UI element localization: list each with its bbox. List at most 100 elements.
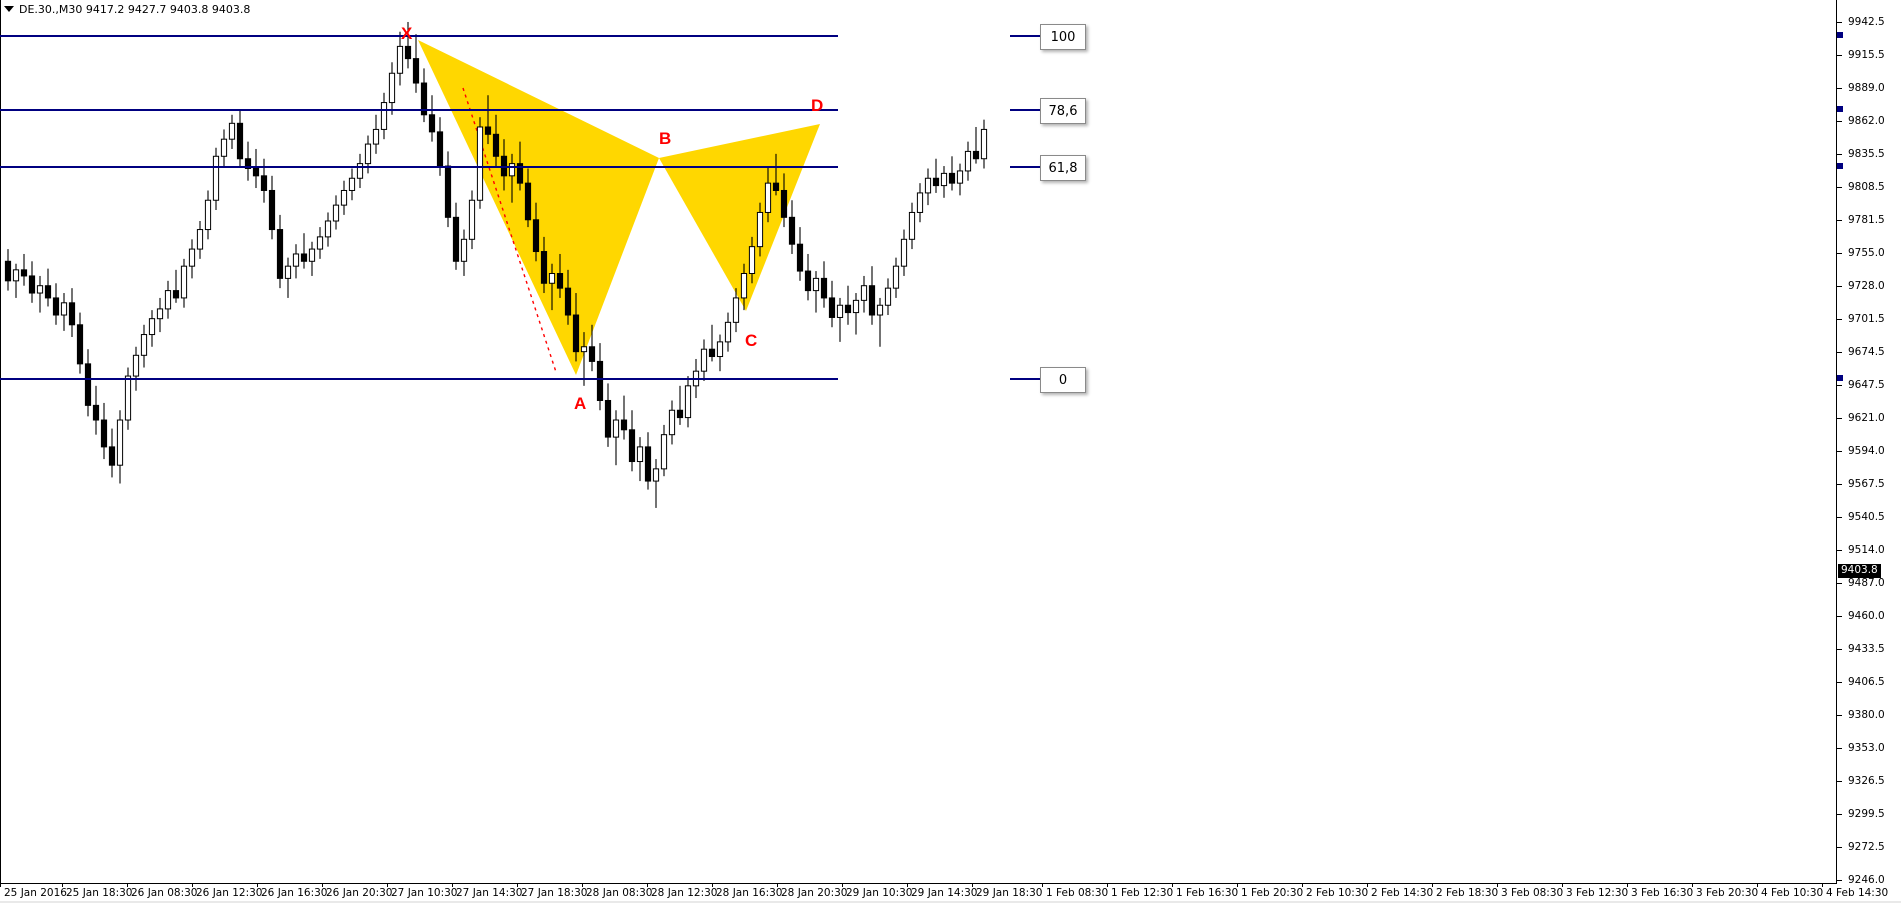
candle-body[interactable] — [452, 216, 460, 262]
candle-body[interactable] — [924, 177, 932, 194]
pattern-leg-bcd[interactable] — [659, 124, 820, 311]
fib-level-label-61-8[interactable]: 61,8 — [1040, 155, 1086, 181]
candle-body[interactable] — [516, 163, 524, 184]
candle-body[interactable] — [388, 72, 396, 104]
candle-body[interactable] — [252, 167, 260, 177]
candle-body[interactable] — [716, 341, 724, 358]
candle-body[interactable] — [956, 170, 964, 184]
candle-body[interactable] — [60, 302, 68, 316]
candle-body[interactable] — [372, 128, 380, 145]
candle-body[interactable] — [36, 285, 44, 294]
candle-body[interactable] — [660, 434, 668, 470]
candle-body[interactable] — [860, 285, 868, 301]
candle-body[interactable] — [908, 211, 916, 240]
candle-body[interactable] — [124, 375, 132, 421]
candle-body[interactable] — [876, 304, 884, 316]
candle-body[interactable] — [604, 399, 612, 438]
pattern-point-c[interactable]: C — [745, 331, 758, 350]
candle-body[interactable] — [156, 308, 164, 320]
candle-body[interactable] — [244, 158, 252, 169]
candle-body[interactable] — [796, 243, 804, 272]
candle-body[interactable] — [444, 165, 452, 218]
candle-body[interactable] — [76, 324, 84, 365]
pattern-point-x[interactable]: X — [401, 24, 413, 43]
fib-level-label-100[interactable]: 100 — [1040, 24, 1086, 50]
candle-body[interactable] — [804, 270, 812, 292]
candle-body[interactable] — [4, 260, 12, 282]
candle-body[interactable] — [788, 216, 796, 245]
candle-body[interactable] — [852, 299, 860, 314]
candle-body[interactable] — [612, 419, 620, 438]
candle-body[interactable] — [532, 219, 540, 253]
candle-body[interactable] — [116, 419, 124, 466]
candle-body[interactable] — [740, 273, 748, 299]
candle-body[interactable] — [100, 419, 108, 448]
candle-body[interactable] — [468, 199, 476, 240]
candle-body[interactable] — [812, 277, 820, 292]
candle-body[interactable] — [828, 297, 836, 318]
candle-body[interactable] — [164, 290, 172, 310]
candle-body[interactable] — [172, 290, 180, 299]
fib-level-line-78-6[interactable] — [0, 109, 838, 111]
candle-body[interactable] — [748, 246, 756, 275]
candle-body[interactable] — [324, 220, 332, 238]
pattern-point-d[interactable]: D — [811, 96, 824, 115]
candle-body[interactable] — [428, 114, 436, 133]
candle-body[interactable] — [564, 287, 572, 316]
candle-body[interactable] — [92, 404, 100, 421]
candle-body[interactable] — [932, 177, 940, 187]
candle-body[interactable] — [300, 253, 308, 262]
candle-body[interactable] — [44, 285, 52, 299]
candle-body[interactable] — [140, 334, 148, 356]
time-axis[interactable]: 25 Jan 2016 25 Jan 18:30 26 Jan 08:30 26 Ja… — [0, 884, 1901, 903]
candle-body[interactable] — [780, 189, 788, 218]
candle-body[interactable] — [484, 126, 492, 135]
candle-body[interactable] — [188, 248, 196, 267]
candle-body[interactable] — [132, 354, 140, 377]
candle-body[interactable] — [196, 229, 204, 250]
candle-body[interactable] — [460, 238, 468, 262]
candle-body[interactable] — [396, 45, 404, 74]
candle-body[interactable] — [972, 150, 980, 160]
candle-body[interactable] — [228, 122, 236, 140]
candle-body[interactable] — [756, 211, 764, 248]
candle-body[interactable] — [892, 265, 900, 289]
price-axis[interactable]: 9942.5 9915.5 9889.0 9862.0 9835.5 9808.5 9781… — [1837, 0, 1901, 885]
candle-body[interactable] — [884, 287, 892, 306]
fib-level-line-61-8[interactable] — [0, 166, 838, 168]
candle-body[interactable] — [412, 58, 420, 84]
candle-body[interactable] — [764, 182, 772, 213]
candle-body[interactable] — [708, 348, 716, 358]
candle-body[interactable] — [620, 419, 628, 431]
candle-body[interactable] — [284, 265, 292, 279]
candle-body[interactable] — [356, 163, 364, 179]
candle-body[interactable] — [268, 189, 276, 231]
fib-level-line-0[interactable] — [0, 378, 838, 380]
candle-body[interactable] — [588, 346, 596, 362]
candle-body[interactable] — [316, 236, 324, 250]
pattern-leg-xab[interactable] — [418, 40, 659, 375]
candle-body[interactable] — [940, 172, 948, 187]
candle-body[interactable] — [676, 409, 684, 419]
candle-body[interactable] — [28, 275, 36, 294]
candle-body[interactable] — [948, 172, 956, 184]
candle-body[interactable] — [844, 304, 852, 314]
candle-body[interactable] — [700, 348, 708, 372]
candle-body[interactable] — [260, 175, 268, 191]
candle-body[interactable] — [556, 273, 564, 289]
pattern-point-a[interactable]: A — [574, 394, 587, 413]
chart-plot-area[interactable] — [0, 0, 1837, 884]
candle-body[interactable] — [340, 189, 348, 206]
candle-body[interactable] — [772, 182, 780, 191]
candle-body[interactable] — [404, 45, 412, 60]
candle-body[interactable] — [540, 251, 548, 284]
candle-body[interactable] — [644, 446, 652, 482]
candle-body[interactable] — [84, 363, 92, 406]
candle-body[interactable] — [68, 302, 76, 326]
candle-body[interactable] — [204, 199, 212, 231]
candle-body[interactable] — [52, 297, 60, 316]
candle-body[interactable] — [420, 82, 428, 116]
candle-body[interactable] — [524, 182, 532, 221]
candle-body[interactable] — [220, 138, 228, 157]
candle-body[interactable] — [492, 133, 500, 157]
